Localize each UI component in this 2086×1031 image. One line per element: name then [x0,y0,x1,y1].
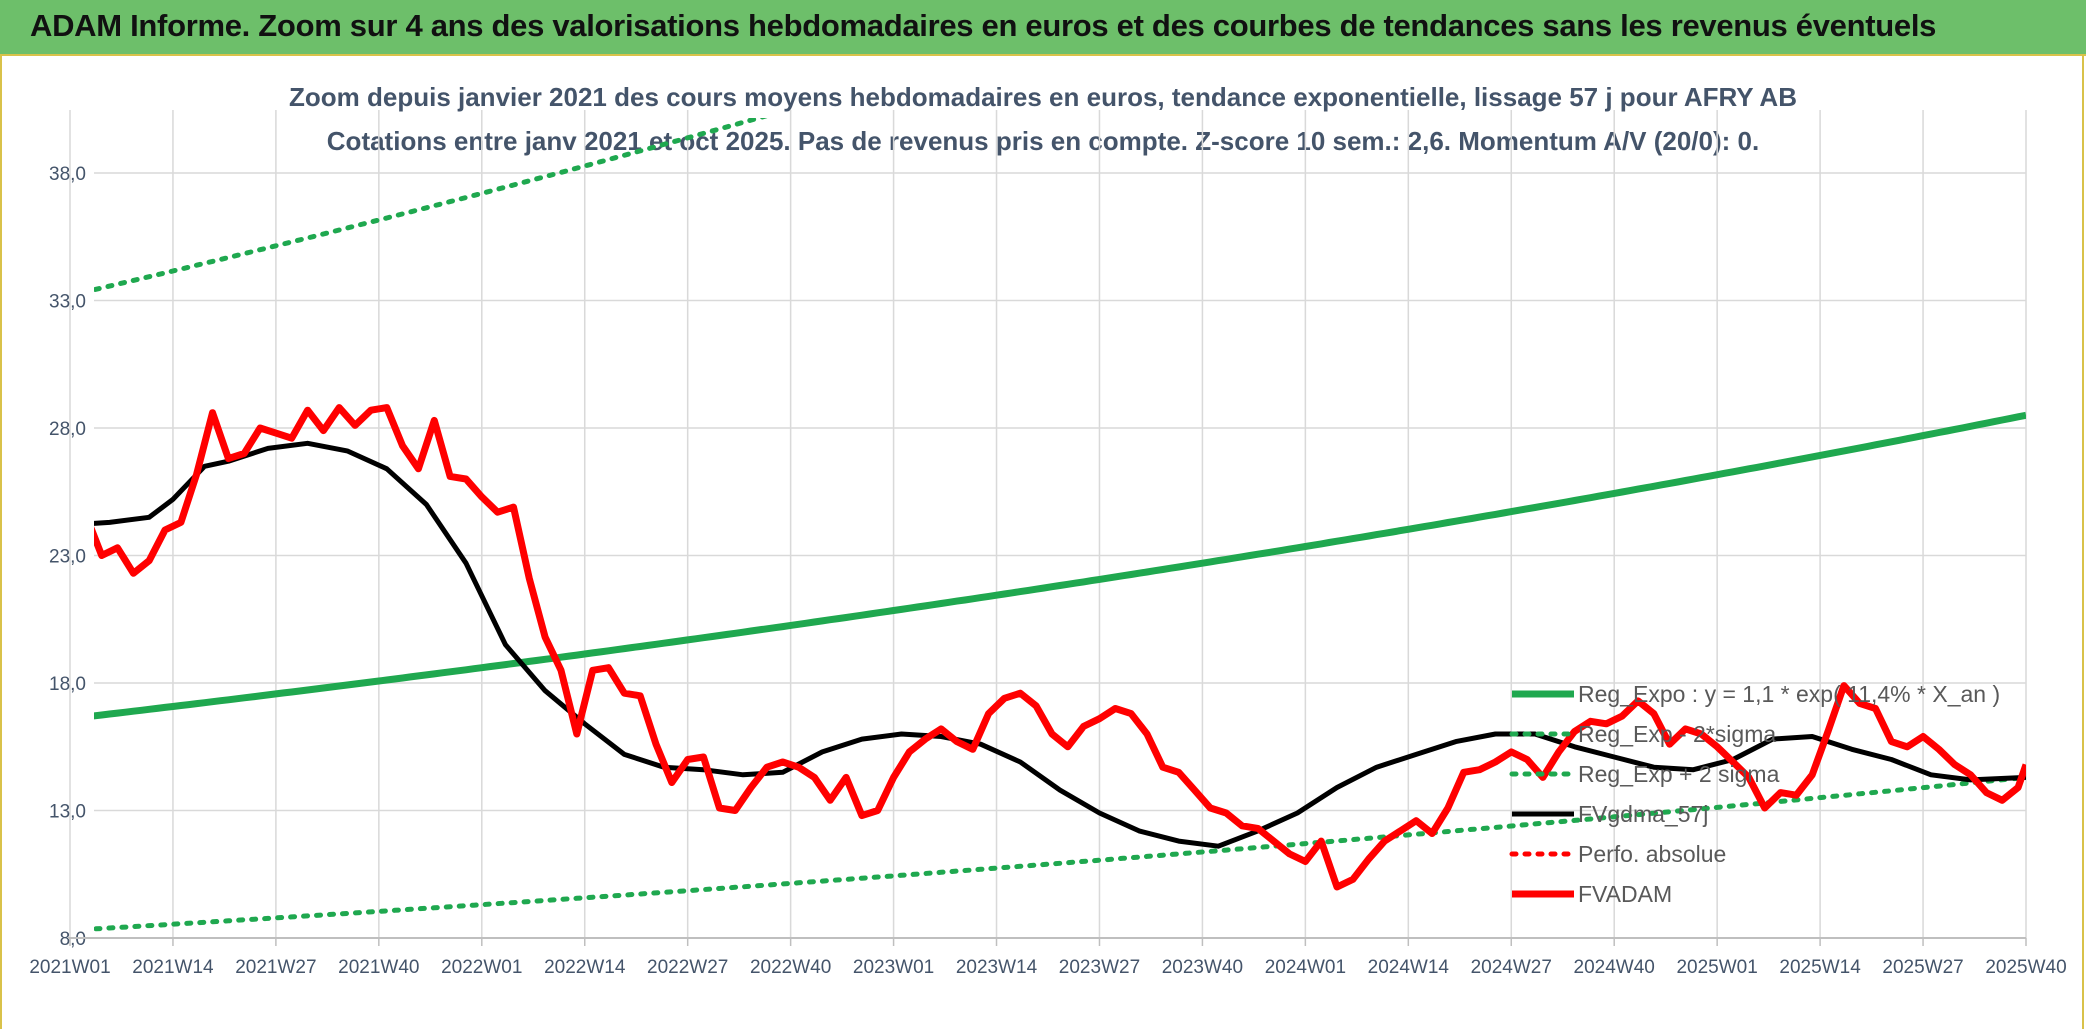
x-tick-label: 2025W01 [1676,957,1757,978]
x-tick-label: 2025W14 [1779,957,1861,978]
x-tick-label: 2021W01 [29,957,110,978]
series-line-fvadam [94,404,2026,891]
x-tick-label: 2023W40 [1162,957,1243,978]
x-tick-label: 2025W40 [1985,957,2066,978]
x-tick-label: 2024W27 [1471,957,1552,978]
y-tick-label: 33,0 [49,292,86,313]
legend-label: Reg_Exp + 2 sigma [1578,761,1780,787]
y-tick-label: 23,0 [49,547,86,568]
chart-axes: 8,0 13,0 18,0 23,0 28,0 33,0 38,0 2021W01 2021W1… [29,164,2066,978]
x-tick-label: 2024W01 [1265,957,1346,978]
chart-grid [69,110,2027,939]
y-tick-label: 28,0 [49,419,86,440]
x-tick-label: 2021W40 [338,957,419,978]
legend-label: FVgdma_57j [1578,801,1708,827]
series-line-fvgdma-57j [94,440,2026,849]
legend-label: Reg_Expo : y = 1,1 * exp( 11,4% * X_an ) [1578,681,2000,707]
report-title: ADAM Informe. Zoom sur 4 ans des valoris… [30,8,1937,43]
x-tick-label: 2024W40 [1574,957,1655,978]
chart-legend: Reg_Expo : y = 1,1 * exp( 11,4% * X_an )… [1509,681,2000,907]
x-tick-label: 2022W01 [441,957,522,978]
x-tick-label: 2021W14 [132,957,214,978]
legend-label: FVADAM [1578,881,1672,907]
legend-label: Reg_Exp - 2*sigma [1578,721,1776,747]
x-tick-label: 2022W27 [647,957,728,978]
x-tick-label: 2023W14 [956,957,1038,978]
y-tick-label: 8,0 [60,929,86,950]
x-tick-label: 2023W27 [1059,957,1140,978]
y-tick-label: 13,0 [49,802,86,823]
legend-label: Perfo. absolue [1578,841,1726,867]
y-tick-label: 18,0 [49,674,86,695]
x-tick-label: 2025W27 [1882,957,1963,978]
chart-subtitle: Cotations entre janv 2021 et oct 2025. P… [326,126,1760,156]
x-tick-label: 2024W14 [1368,957,1450,978]
y-tick-label: 38,0 [49,164,86,185]
series-line-reg-exp-2-sigma [94,774,2026,932]
series-line-reg-exp-2-sigma [94,118,768,293]
series-line-reg-expo-y-1-1-exp-11-4-x-an [94,411,2026,720]
x-tick-label: 2021W27 [235,957,316,978]
chart-frame [0,54,2084,1029]
report-banner: ADAM Informe. Zoom sur 4 ans des valoris… [0,0,2086,56]
chart-title: Zoom depuis janvier 2021 des cours moyen… [289,82,1797,112]
chart-series [94,118,2026,932]
x-tick-label: 2023W01 [853,957,934,978]
x-tick-label: 2022W14 [544,957,626,978]
x-tick-label: 2022W40 [750,957,831,978]
